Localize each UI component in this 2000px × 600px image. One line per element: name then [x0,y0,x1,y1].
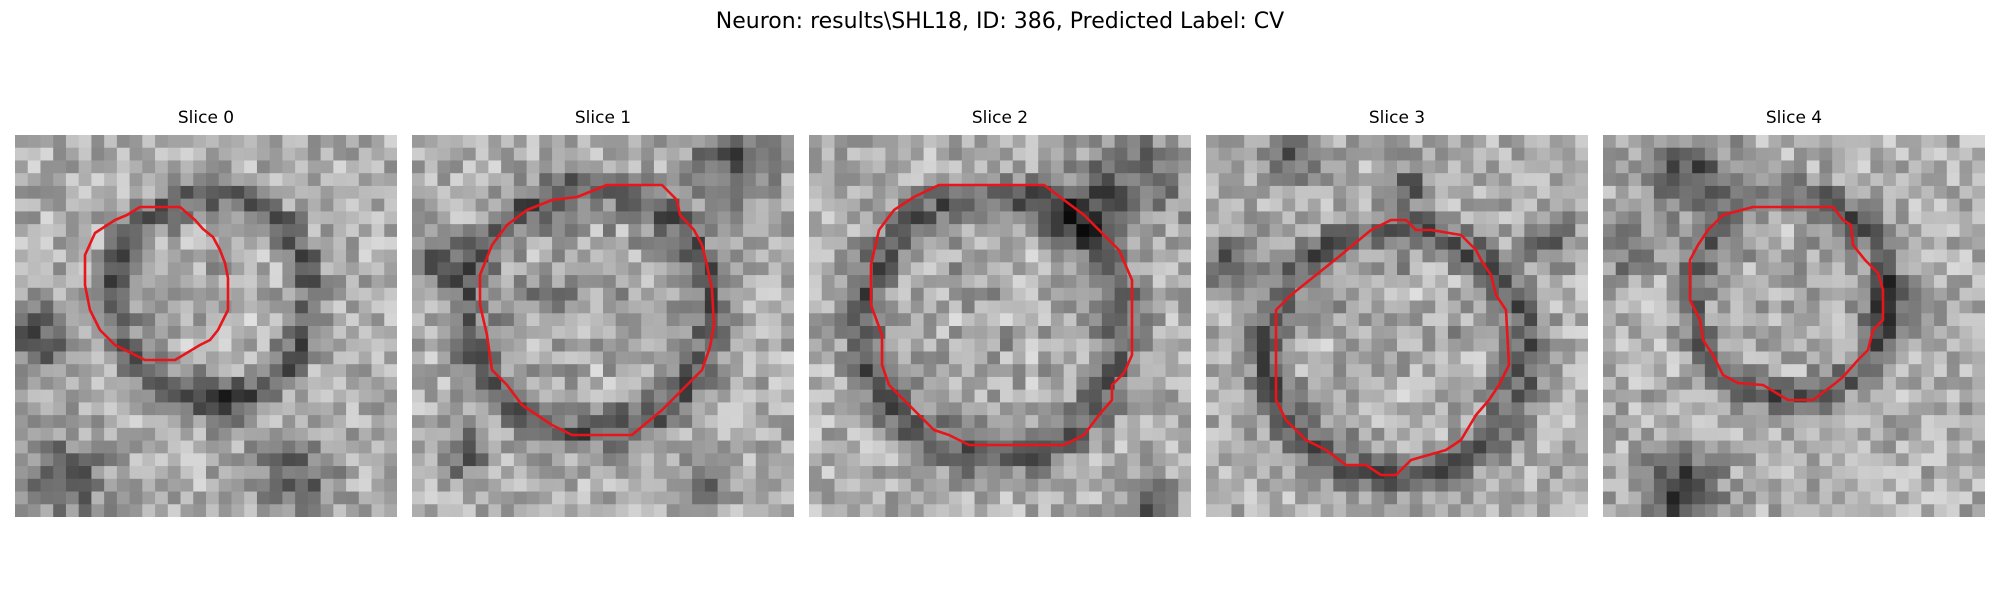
slice-title: Slice 1 [574,108,632,128]
slice-title: Slice 4 [1765,108,1823,128]
slice-title: Slice 2 [971,108,1029,128]
slice-image [15,135,397,517]
slice-image [809,135,1191,517]
segmentation-contour [1688,205,1885,402]
slice-image [1206,135,1588,517]
slice-panel-1: Slice 1 [412,108,794,518]
segmentation-contour [83,205,230,362]
segmentation-contour [869,183,1134,447]
slice-panel-4: Slice 4 [1603,108,1985,518]
slice-title: Slice 0 [177,108,235,128]
figure-title: Neuron: results\SHL18, ID: 386, Predicte… [715,9,1285,34]
segmentation-contour [1274,218,1511,477]
slice-image [1603,135,1985,517]
slice-panel-0: Slice 0 [15,108,397,518]
slice-image [412,135,794,517]
segmentation-contour [478,183,716,437]
slice-panel-3: Slice 3 [1206,108,1588,518]
slice-title: Slice 3 [1368,108,1426,128]
slice-panel-2: Slice 2 [809,108,1191,518]
